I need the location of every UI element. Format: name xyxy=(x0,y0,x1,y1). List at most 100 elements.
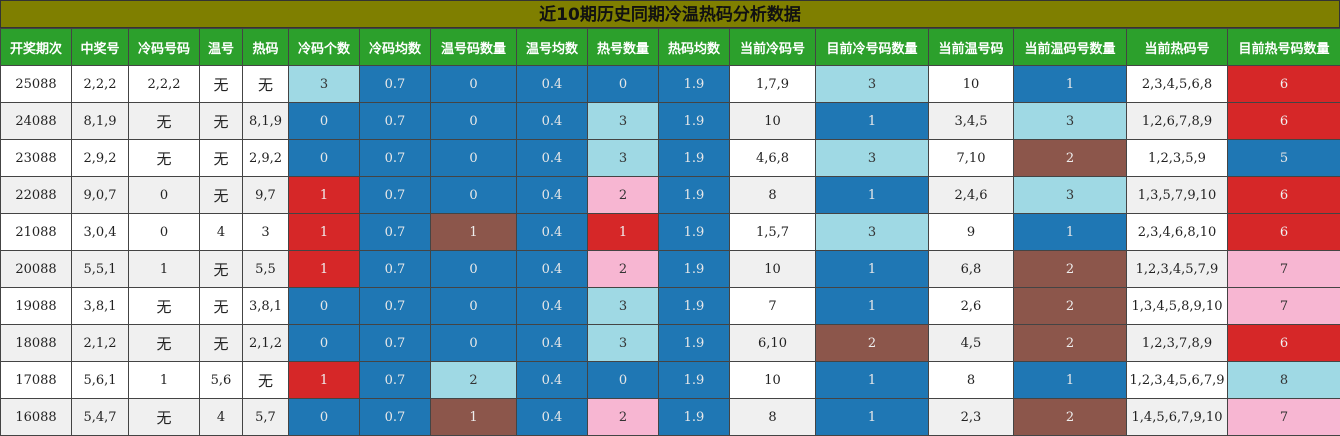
table-cell: 3 xyxy=(588,288,659,325)
table-cell: 无 xyxy=(200,103,243,140)
table-cell: 3,8,1 xyxy=(72,288,129,325)
table-cell: 0 xyxy=(431,66,517,103)
table-cell: 6 xyxy=(1228,103,1340,140)
table-cell: 8 xyxy=(1228,362,1340,399)
table-cell: 无 xyxy=(200,177,243,214)
table-cell: 0.7 xyxy=(360,177,431,214)
column-header: 开奖期次 xyxy=(1,29,72,66)
table-cell: 1 xyxy=(1014,362,1127,399)
table-cell: 1.9 xyxy=(659,103,730,140)
table-cell: 2,4,6 xyxy=(929,177,1014,214)
table-cell: 无 xyxy=(129,399,200,436)
table-cell: 0.7 xyxy=(360,103,431,140)
table-cell: 21088 xyxy=(1,214,72,251)
table-cell: 24088 xyxy=(1,103,72,140)
table-cell: 1,2,3,7,8,9 xyxy=(1127,325,1228,362)
table-cell: 3 xyxy=(289,66,360,103)
table-cell: 0 xyxy=(431,103,517,140)
table-cell: 2,9,2 xyxy=(72,140,129,177)
table-cell: 0 xyxy=(129,214,200,251)
table-cell: 2 xyxy=(1014,325,1127,362)
table-cell: 2,3 xyxy=(929,399,1014,436)
table-cell: 0.7 xyxy=(360,288,431,325)
table-cell: 0.7 xyxy=(360,140,431,177)
table-cell: 0.4 xyxy=(517,214,588,251)
table-cell: 1 xyxy=(816,362,929,399)
column-header: 冷码个数 xyxy=(289,29,360,66)
table-title: 近10期历史同期冷温热码分析数据 xyxy=(0,0,1340,28)
table-cell: 8,1,9 xyxy=(243,103,289,140)
table-cell: 1,4,5,6,7,9,10 xyxy=(1127,399,1228,436)
table-cell: 7,10 xyxy=(929,140,1014,177)
table-cell: 1,2,3,5,9 xyxy=(1127,140,1228,177)
table-cell: 7 xyxy=(730,288,816,325)
table-cell: 1,2,3,4,5,7,9 xyxy=(1127,251,1228,288)
table-cell: 3 xyxy=(816,66,929,103)
table-cell: 7 xyxy=(1228,399,1340,436)
table-cell: 2,6 xyxy=(929,288,1014,325)
table-cell: 8 xyxy=(730,177,816,214)
table-cell: 3 xyxy=(1014,103,1127,140)
table-cell: 1 xyxy=(289,177,360,214)
table-cell: 0.4 xyxy=(517,288,588,325)
analysis-table: 开奖期次中奖号冷码号码温号热码冷码个数冷码均数温号码数量温号均数热号数量热码均数… xyxy=(0,28,1340,436)
table-cell: 0.7 xyxy=(360,399,431,436)
table-cell: 0 xyxy=(289,140,360,177)
table-cell: 9,0,7 xyxy=(72,177,129,214)
table-cell: 无 xyxy=(129,288,200,325)
table-cell: 0.4 xyxy=(517,140,588,177)
table-cell: 4,5 xyxy=(929,325,1014,362)
column-header: 当前温号码 xyxy=(929,29,1014,66)
table-cell: 19088 xyxy=(1,288,72,325)
table-cell: 无 xyxy=(200,251,243,288)
table-cell: 7 xyxy=(1228,251,1340,288)
table-cell: 6 xyxy=(1228,214,1340,251)
table-cell: 4 xyxy=(200,399,243,436)
table-cell: 2,1,2 xyxy=(243,325,289,362)
table-cell: 10 xyxy=(730,103,816,140)
table-cell: 1 xyxy=(129,362,200,399)
table-cell: 1,7,9 xyxy=(730,66,816,103)
table-cell: 0.7 xyxy=(360,325,431,362)
table-cell: 8,1,9 xyxy=(72,103,129,140)
table-cell: 3 xyxy=(1014,177,1127,214)
table-cell: 17088 xyxy=(1,362,72,399)
column-header: 当前热码号 xyxy=(1127,29,1228,66)
table-cell: 6,10 xyxy=(730,325,816,362)
table-cell: 1 xyxy=(1014,66,1127,103)
table-cell: 6,8 xyxy=(929,251,1014,288)
table-cell: 1 xyxy=(816,177,929,214)
table-cell: 2,2,2 xyxy=(129,66,200,103)
table-cell: 1.9 xyxy=(659,399,730,436)
table-cell: 无 xyxy=(243,362,289,399)
table-cell: 10 xyxy=(929,66,1014,103)
table-cell: 0 xyxy=(431,140,517,177)
column-header: 温号 xyxy=(200,29,243,66)
table-cell: 23088 xyxy=(1,140,72,177)
table-cell: 1,2,3,4,5,6,7,9 xyxy=(1127,362,1228,399)
table-cell: 0 xyxy=(289,288,360,325)
table-cell: 2,2,2 xyxy=(72,66,129,103)
table-cell: 1.9 xyxy=(659,177,730,214)
table-cell: 5,5,1 xyxy=(72,251,129,288)
table-cell: 3 xyxy=(588,140,659,177)
table-cell: 无 xyxy=(200,66,243,103)
table-cell: 1.9 xyxy=(659,325,730,362)
table-cell: 1 xyxy=(289,251,360,288)
table-cell: 0.7 xyxy=(360,214,431,251)
column-header: 当前温码号数量 xyxy=(1014,29,1127,66)
table-cell: 1.9 xyxy=(659,140,730,177)
table-cell: 2 xyxy=(1014,399,1127,436)
table-cell: 1,3,5,7,9,10 xyxy=(1127,177,1228,214)
